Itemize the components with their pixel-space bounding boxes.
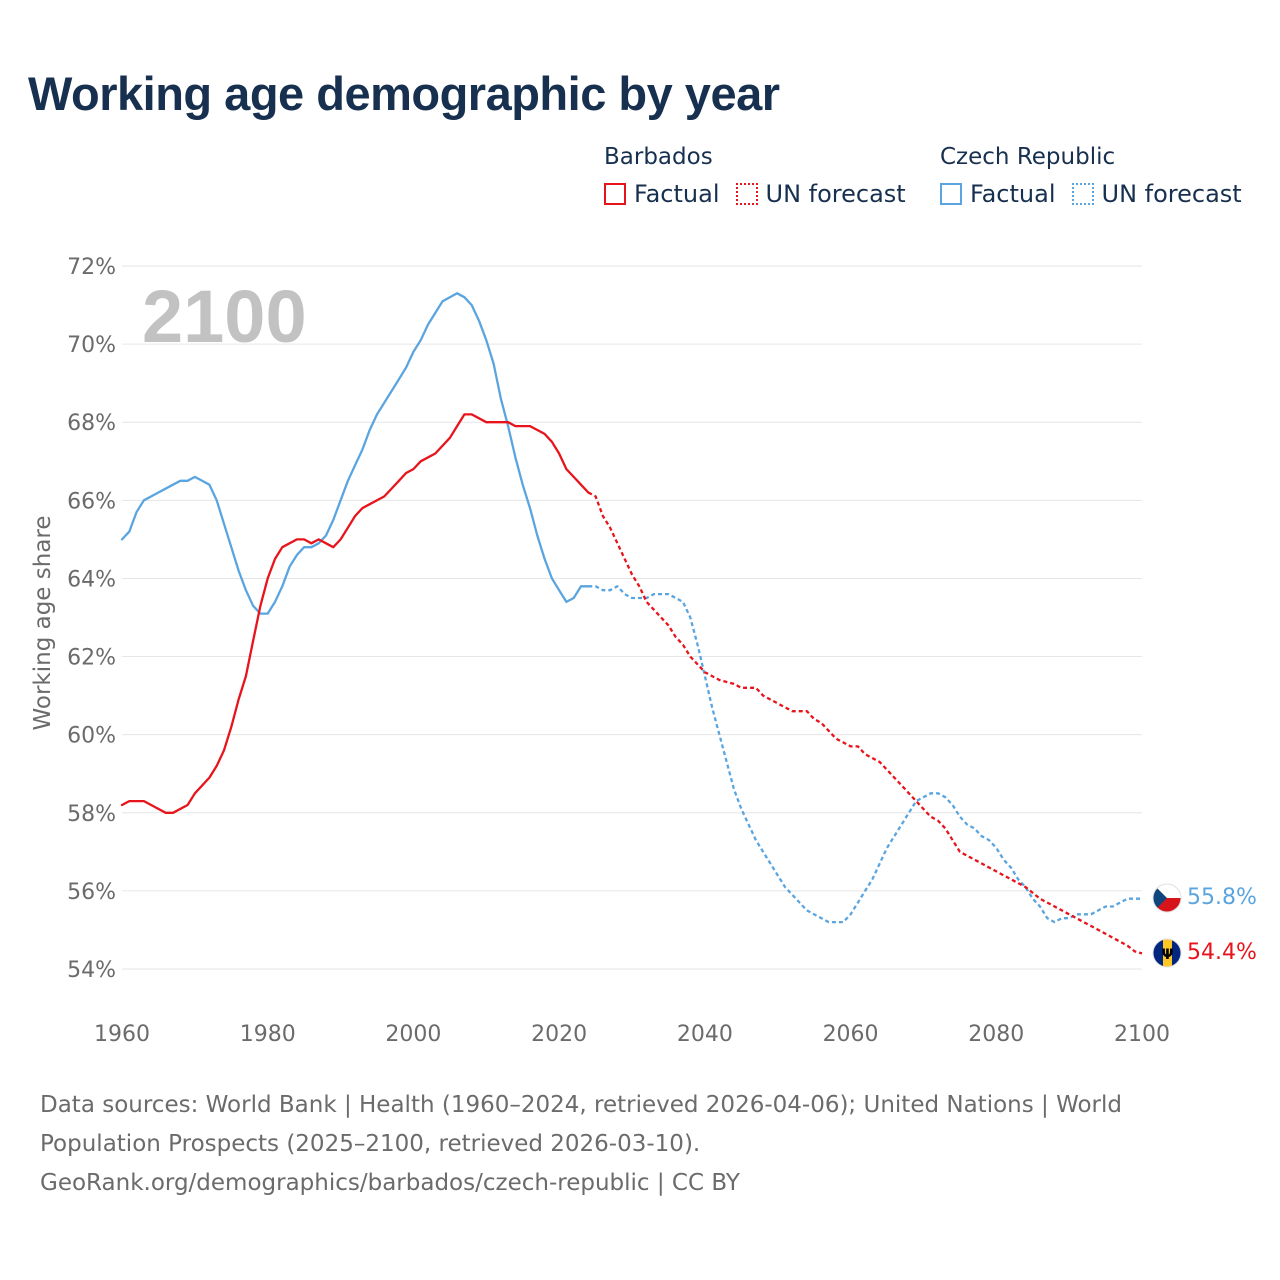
legend-swatch-dotted [1071,183,1094,205]
x-tick-label: 2020 [531,1022,587,1047]
year-watermark: 2100 [142,275,307,358]
x-tick-label: 2060 [823,1022,879,1047]
y-tick-label: 66% [67,489,116,514]
legend-item-barbados-factual[interactable]: Factual [604,180,720,208]
legend-label: Factual [634,180,720,208]
footer-source: Data sources: World Bank | Health (1960–… [40,1086,1240,1203]
y-axis-title: Working age share [30,515,56,730]
series-line-czech-republic-forecast[interactable] [588,585,1142,924]
legend-item-czech-factual[interactable]: Factual [940,180,1056,208]
svg-text:Ψ: Ψ [1162,947,1174,963]
y-tick-label: 56% [67,880,116,905]
x-tick-label: 2000 [385,1022,441,1047]
x-tick-label: 2080 [968,1022,1024,1047]
czech-flag-icon [1152,883,1182,913]
chart-title: Working age demographic by year [28,67,780,120]
czech-end-label: 55.8% [1187,885,1257,910]
y-tick-label: 64% [67,567,116,592]
y-tick-label: 60% [67,724,116,749]
legend-item-czech-forecast[interactable]: UN forecast [1071,180,1242,208]
series-line-barbados-factual[interactable] [120,413,590,814]
x-tick-label: 2040 [677,1022,733,1047]
legend-swatch-solid [604,183,626,205]
legend-swatch-dotted [735,183,758,205]
legend-country-name: Barbados [604,144,713,170]
series-line-barbados-forecast[interactable] [587,491,1143,955]
barbados-flag-icon: Ψ [1152,938,1182,968]
legend-swatch-solid [940,183,962,205]
y-tick-label: 70% [67,333,116,358]
legend-group-czech-republic: Czech Republic Factual UN forecast [940,144,1242,208]
legend-group-barbados: Barbados Factual UN forecast [604,144,906,208]
y-tick-label: 54% [67,958,116,983]
legend-item-barbados-forecast[interactable]: UN forecast [735,180,906,208]
series-line-czech-republic-factual[interactable] [120,292,590,615]
y-tick-label: 62% [67,646,116,671]
source-url[interactable]: GeoRank.org/demographics/barbados/czech-… [40,1170,740,1196]
x-tick-label: 1980 [240,1022,296,1047]
x-tick-label: 2100 [1114,1022,1170,1047]
line-chart: 54% 56% 58% 60% 62% 64% 66% 68% 70% 72% 1960 1980 20… [30,255,1257,1047]
legend-label: UN forecast [1101,180,1242,208]
source-text: Data sources: World Bank | Health (1960–… [40,1092,1122,1157]
x-tick-label: 1960 [94,1022,150,1047]
legend-country-name: Czech Republic [940,144,1116,170]
barbados-end-label: 54.4% [1187,940,1257,965]
legend-label: Factual [970,180,1056,208]
y-tick-label: 58% [67,802,116,827]
legend-label: UN forecast [765,180,906,208]
y-tick-label: 72% [67,255,116,280]
y-tick-label: 68% [67,411,116,436]
